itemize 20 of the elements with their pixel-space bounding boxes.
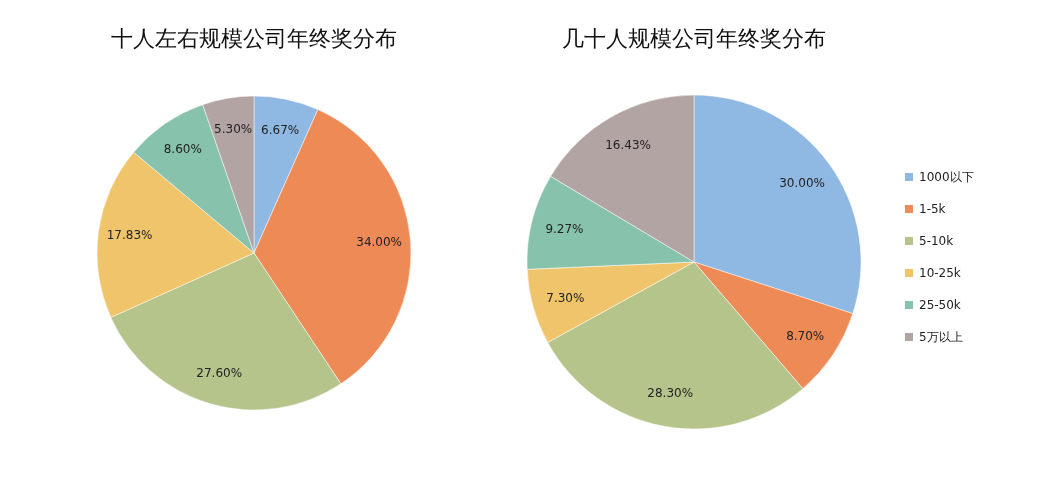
legend-label: 25-50k <box>919 297 961 312</box>
data-label: 17.83% <box>106 228 153 243</box>
legend-label: 5-10k <box>919 233 954 248</box>
legend-label: 5万以上 <box>919 329 963 344</box>
data-label: 34.00% <box>356 235 403 250</box>
legend-label: 10-25k <box>919 265 961 280</box>
data-label: 9.27% <box>545 221 584 236</box>
chart-title: 十人左右规模公司年终奖分布 <box>111 26 397 51</box>
legend-label: 1000以下 <box>919 169 974 184</box>
data-label: 6.67% <box>261 122 300 137</box>
data-label: 7.30% <box>546 290 585 305</box>
data-label: 8.60% <box>163 142 202 157</box>
data-label: 30.00% <box>779 175 825 190</box>
legend-label: 1-5k <box>919 201 946 216</box>
data-label: 28.30% <box>647 385 694 400</box>
chart-title: 几十人规模公司年终奖分布 <box>562 26 826 51</box>
data-label: 27.60% <box>196 366 243 381</box>
data-label: 16.43% <box>605 138 651 153</box>
data-label: 5.30% <box>214 121 253 136</box>
data-label: 8.70% <box>786 328 825 343</box>
